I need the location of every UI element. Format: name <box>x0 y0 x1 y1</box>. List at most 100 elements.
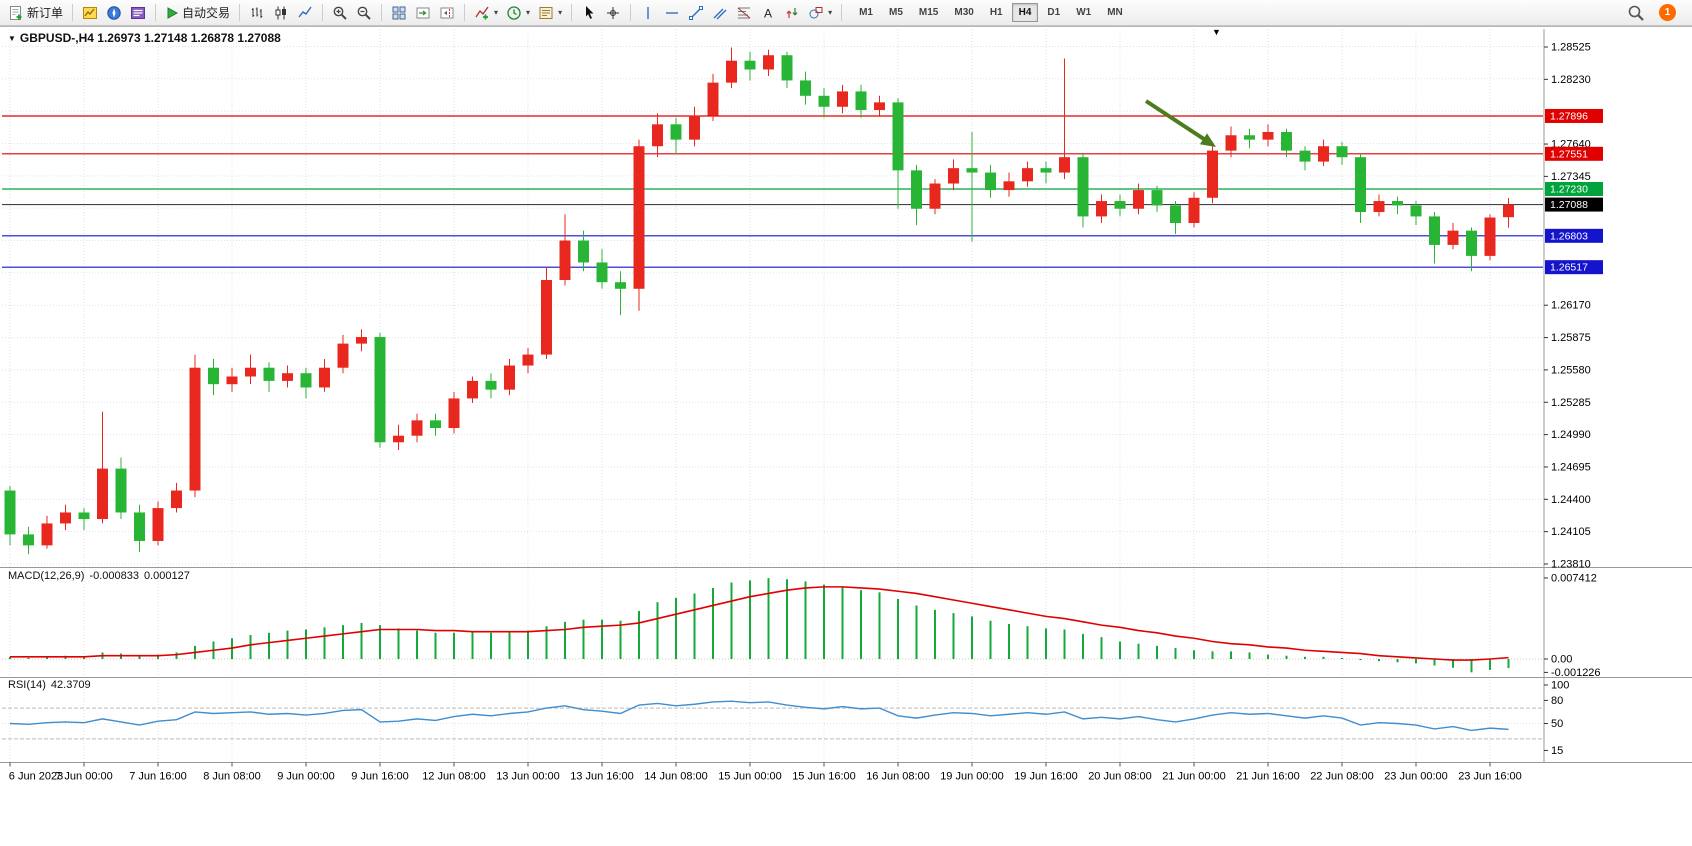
chevron-down-icon: ▾ <box>828 8 833 17</box>
svg-text:1.23810: 1.23810 <box>1551 558 1591 570</box>
arrow-annotation[interactable] <box>1144 99 1211 145</box>
price-label-box <box>1545 108 1603 123</box>
chart-candles-button[interactable] <box>269 2 293 24</box>
svg-text:50: 50 <box>1551 718 1563 730</box>
price-axis[interactable]: 1.285251.282301.276401.273451.261701.258… <box>1544 42 1603 571</box>
channel-icon <box>713 8 727 19</box>
svg-text:21 Jun 00:00: 21 Jun 00:00 <box>1162 771 1226 783</box>
market-watch-icon <box>83 6 98 19</box>
price-label-box <box>1545 197 1603 212</box>
vertical-line-button[interactable] <box>636 2 660 24</box>
timeframe-button-m5[interactable]: M5 <box>889 7 903 18</box>
zoom-in-button[interactable] <box>328 2 352 24</box>
price-label-box <box>1545 146 1603 161</box>
svg-text:15 Jun 16:00: 15 Jun 16:00 <box>792 771 856 783</box>
chart-shift-marker[interactable]: ▼ <box>1212 27 1221 37</box>
timeframe-button-m15[interactable]: M15 <box>918 7 939 18</box>
trendline-button[interactable] <box>684 2 708 24</box>
svg-text:1.27896: 1.27896 <box>1550 110 1588 122</box>
timeframe-button-m30[interactable]: M30 <box>954 7 974 18</box>
candles-layer <box>4 47 1514 555</box>
macd-name: MACD(12,26,9) <box>8 570 85 582</box>
horizontal-line-icon <box>666 11 679 14</box>
chart-canvas[interactable]: 1.285251.282301.276401.273451.261701.258… <box>0 27 1692 846</box>
arrows-button[interactable] <box>780 2 804 24</box>
ohlc-values: 1.26973 1.27148 1.26878 1.27088 <box>97 31 281 45</box>
toolbar-separator <box>630 4 632 21</box>
svg-text:1.24400: 1.24400 <box>1551 494 1591 506</box>
cursor-icon <box>586 5 594 19</box>
notification-badge[interactable]: 1 <box>1659 4 1676 21</box>
rsi-name: RSI(14) <box>8 679 46 691</box>
svg-text:-0.001226: -0.001226 <box>1551 667 1601 679</box>
periods-button[interactable]: ▾ <box>502 2 534 24</box>
terminal-button[interactable] <box>126 2 150 24</box>
timeframe-button-h1[interactable]: H1 <box>989 7 1003 18</box>
cursor-button[interactable] <box>577 2 601 24</box>
shapes-button[interactable]: ▾ <box>804 2 836 24</box>
navigator-button[interactable] <box>102 2 126 24</box>
crosshair-button[interactable] <box>601 2 625 24</box>
svg-text:1.25285: 1.25285 <box>1551 397 1591 409</box>
fibonacci-button[interactable] <box>732 2 756 24</box>
new-order-button[interactable]: 新订单 <box>4 2 67 24</box>
tile-windows-icon <box>392 6 406 19</box>
indicators-button[interactable]: ▾ <box>470 2 502 24</box>
horizontal-line-button[interactable] <box>660 2 684 24</box>
svg-text:8 Jun 08:00: 8 Jun 08:00 <box>203 771 261 783</box>
chart-shift-button[interactable] <box>435 2 459 24</box>
chart-line-button[interactable] <box>293 2 317 24</box>
timeframe-button-d1[interactable]: D1 <box>1047 7 1061 18</box>
timeframe-button-m1[interactable]: M1 <box>859 7 873 18</box>
svg-text:9 Jun 16:00: 9 Jun 16:00 <box>351 771 409 783</box>
svg-text:1.25580: 1.25580 <box>1551 364 1591 376</box>
svg-text:22 Jun 08:00: 22 Jun 08:00 <box>1310 771 1374 783</box>
svg-text:1.26803: 1.26803 <box>1550 230 1588 242</box>
one-click-trading-toggle[interactable]: ▼ <box>8 34 16 43</box>
navigator-compass-icon <box>107 5 121 20</box>
templates-button[interactable]: ▾ <box>534 2 566 24</box>
auto-scroll-button[interactable] <box>411 2 435 24</box>
svg-text:9 Jun 00:00: 9 Jun 00:00 <box>277 771 335 783</box>
price-label-box <box>1545 228 1603 243</box>
svg-text:21 Jun 16:00: 21 Jun 16:00 <box>1236 771 1300 783</box>
clock-icon <box>507 5 521 20</box>
autotrading-button[interactable]: 自动交易 <box>161 2 234 24</box>
svg-text:15 Jun 00:00: 15 Jun 00:00 <box>718 771 782 783</box>
zoom-out-button[interactable] <box>352 2 376 24</box>
timeframe-button-mn[interactable]: MN <box>1107 7 1123 18</box>
timeframe-button-h4[interactable]: H4 <box>1011 3 1039 22</box>
toolbar: 新订单 自动交易 <box>0 0 1692 26</box>
timeframe-button-w1[interactable]: W1 <box>1076 7 1092 18</box>
text-button[interactable]: A <box>756 2 780 24</box>
channel-button[interactable] <box>708 2 732 24</box>
toolbar-separator <box>571 4 573 21</box>
symbol-period-label: GBPUSD-,H4 <box>19 31 94 45</box>
svg-text:0.00: 0.00 <box>1551 654 1572 666</box>
toolbar-separator <box>239 4 241 21</box>
new-order-icon <box>10 5 22 20</box>
rsi-line <box>9 700 1509 732</box>
macd-signal-line <box>10 586 1509 661</box>
price-level-lines[interactable] <box>2 115 1543 268</box>
text-icon: A <box>764 6 772 20</box>
search-button[interactable] <box>1623 2 1649 24</box>
chart-bars-button[interactable] <box>245 2 269 24</box>
svg-text:19 Jun 00:00: 19 Jun 00:00 <box>940 771 1004 783</box>
svg-text:A: A <box>764 6 772 20</box>
tile-windows-button[interactable] <box>387 2 411 24</box>
grid-layer <box>2 29 1543 762</box>
rsi-value: 42.3709 <box>50 679 91 691</box>
svg-text:80: 80 <box>1551 695 1563 707</box>
svg-text:1.27345: 1.27345 <box>1551 171 1591 183</box>
chart-window[interactable]: 1.28525 1.28230 1.27640 1.27345 1.26170 1.258… <box>0 26 1692 846</box>
svg-text:1.27230: 1.27230 <box>1550 183 1588 195</box>
terminal-icon <box>131 6 146 19</box>
toolbar-separator <box>841 4 843 21</box>
svg-text:1.24990: 1.24990 <box>1551 429 1591 441</box>
toolbar-separator <box>155 4 157 21</box>
market-watch-button[interactable] <box>78 2 102 24</box>
svg-text:7 Jun 00:00: 7 Jun 00:00 <box>55 771 113 783</box>
